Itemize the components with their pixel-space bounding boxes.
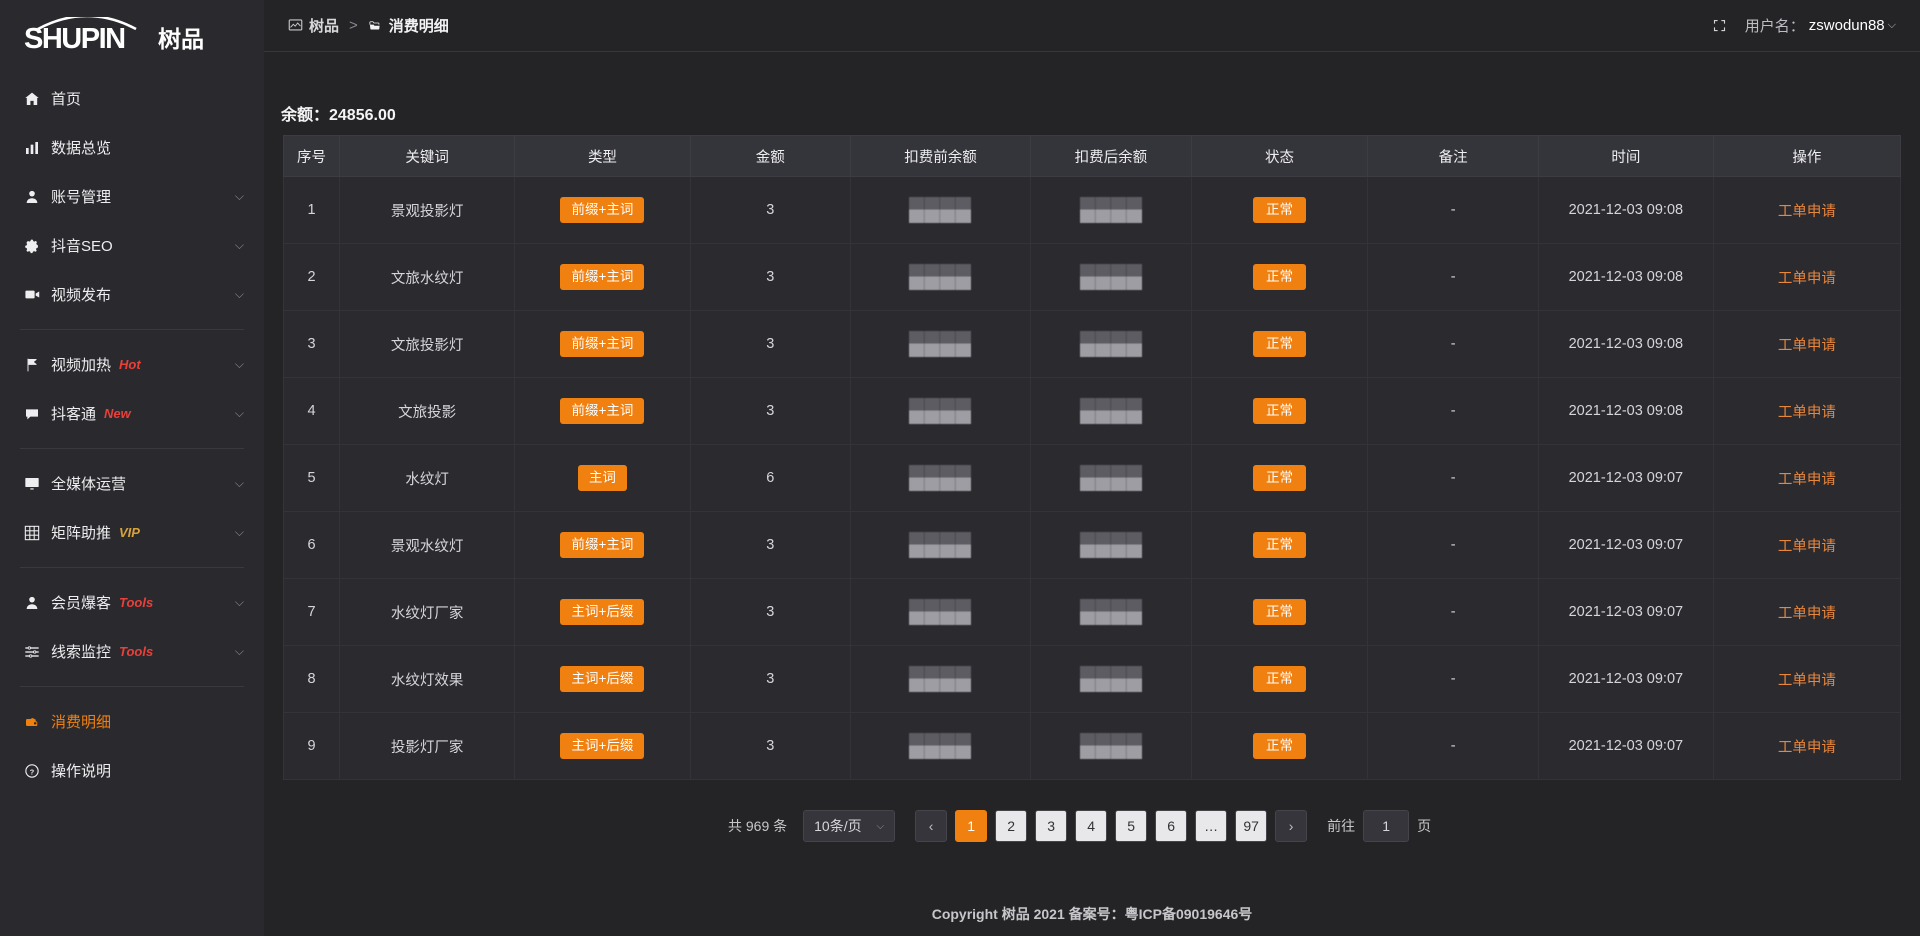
svg-text:树品: 树品 (158, 26, 204, 52)
svg-text:?: ? (30, 767, 35, 776)
svg-text:SHUPIN: SHUPIN (24, 23, 125, 53)
